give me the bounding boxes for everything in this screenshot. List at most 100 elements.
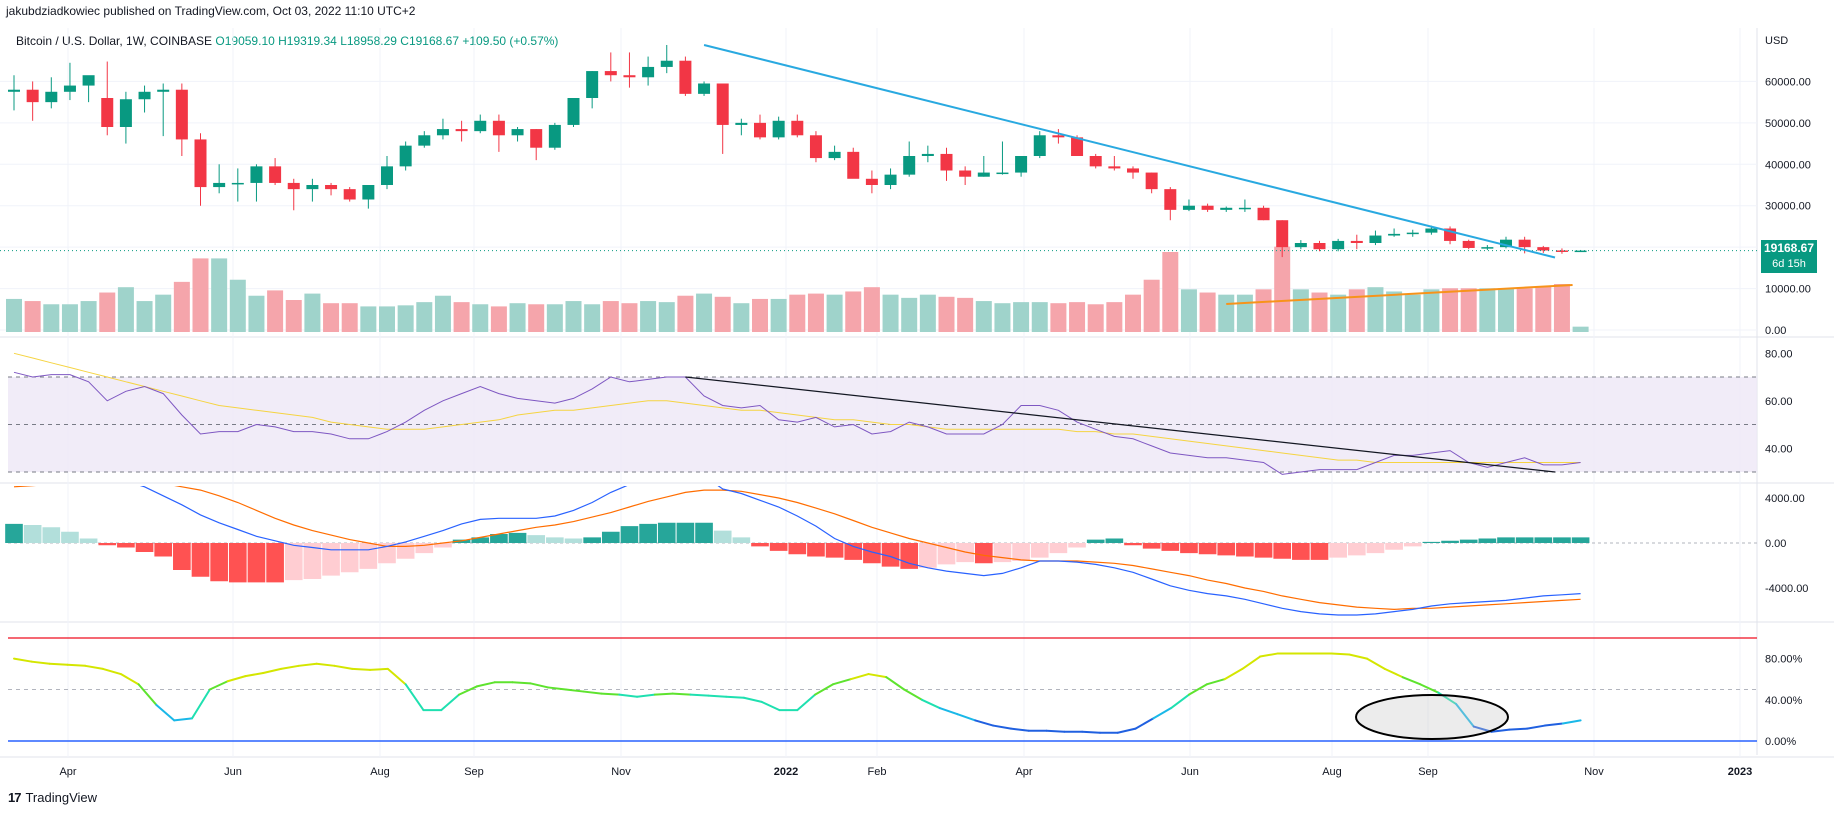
volume-bar	[80, 301, 97, 332]
candle-body	[306, 185, 319, 190]
last-price-tag: 19168.67 6d 15h	[1761, 240, 1817, 273]
time-tick-label: Jun	[224, 766, 242, 778]
macd-histogram-bar	[1254, 543, 1273, 558]
symbol-label[interactable]: Bitcoin / U.S. Dollar, 1W, COINBASE	[16, 34, 213, 48]
stoch-segment	[1009, 727, 1030, 732]
stoch-segment	[867, 673, 888, 679]
volume-bar	[1162, 252, 1179, 332]
volume-bar	[229, 279, 246, 332]
macd-histogram-bar	[508, 532, 527, 543]
time-tick-label: Apr	[1015, 766, 1032, 778]
candle-body	[287, 182, 300, 190]
volume-bar	[565, 301, 582, 332]
stoch-segment	[903, 688, 923, 701]
stoch-segment	[280, 664, 300, 670]
candle-body	[921, 153, 934, 156]
macd-histogram-bar	[1273, 543, 1292, 559]
stoch-segment	[1045, 729, 1066, 733]
macd-histogram-bar	[1347, 543, 1366, 556]
candle-body	[82, 75, 95, 86]
stoch-segment	[351, 667, 372, 671]
stoch-segment	[440, 693, 461, 712]
macd-histogram-bar	[378, 543, 396, 564]
candle-body	[119, 99, 132, 127]
macd-histogram-bar	[1068, 543, 1086, 548]
tradingview-brand[interactable]: 17 TradingView	[8, 790, 97, 805]
macd-histogram-bar	[1515, 537, 1534, 543]
stoch-segment	[1081, 730, 1101, 734]
macd-histogram-bar	[1403, 543, 1422, 547]
macd-histogram-bar	[1124, 543, 1142, 546]
macd-histogram-bar	[1497, 537, 1515, 543]
macd-histogram-bar	[863, 543, 881, 564]
stoch-segment	[992, 724, 1012, 730]
candle-body	[698, 83, 711, 94]
macd-histogram-bar	[881, 543, 900, 567]
candle-body	[660, 60, 673, 67]
macd-histogram-bar	[1310, 543, 1329, 560]
volume-bar	[1218, 294, 1235, 332]
macd-histogram-bar	[769, 543, 788, 551]
candle-body	[26, 89, 39, 103]
time-tick-label: Jun	[1181, 766, 1199, 778]
volume-bar	[1423, 289, 1440, 332]
stoch-segment	[66, 663, 87, 667]
volume-bar	[584, 304, 601, 332]
macd-histogram-bar	[61, 531, 79, 543]
stoch-segment	[173, 717, 194, 722]
candle-body	[1015, 156, 1028, 173]
macd-tick-label: 0.00	[1765, 538, 1786, 550]
stoch-segment	[1170, 693, 1190, 710]
volume-bar	[341, 303, 358, 332]
stoch-segment	[1419, 683, 1440, 694]
stoch-segment	[102, 667, 122, 676]
stoch-segment	[1348, 653, 1368, 660]
volume-bar	[472, 304, 489, 332]
volume-bar	[1348, 289, 1365, 332]
stoch-segment	[1383, 667, 1404, 679]
volume-bar	[1013, 302, 1030, 332]
stoch-segment	[369, 667, 389, 671]
stoch-segment	[831, 678, 852, 686]
high-value: H19319.34	[278, 34, 337, 48]
stoch-segment	[653, 692, 674, 696]
stoch-segment	[191, 688, 211, 720]
candle-body	[1145, 172, 1158, 190]
candle-body	[940, 153, 953, 171]
stoch-segment	[297, 662, 318, 667]
stoch-segment	[796, 693, 817, 712]
volume-bar	[826, 294, 843, 332]
time-tick-label: Nov	[611, 766, 631, 778]
macd-histogram-bar	[807, 543, 825, 557]
macd-histogram-bar	[527, 535, 546, 543]
open-value: O19059.10	[215, 34, 275, 48]
macd-histogram-bar	[1161, 543, 1180, 551]
volume-bar	[323, 303, 340, 332]
volume-bar	[845, 291, 862, 332]
macd-histogram-bar	[639, 523, 657, 543]
candle-body	[1313, 243, 1326, 250]
stoch-segment	[1187, 683, 1208, 696]
volume-trendline	[1226, 284, 1573, 305]
candle-body	[1071, 137, 1084, 156]
volume-bar	[1274, 246, 1291, 332]
volume-bar	[1516, 288, 1533, 332]
macd-histogram-bar	[1385, 543, 1403, 550]
rsi-trendline	[685, 376, 1556, 473]
volume-bar	[285, 300, 302, 332]
candle-body	[586, 71, 599, 98]
candle-body	[1406, 232, 1419, 235]
stoch-segment	[1561, 719, 1582, 725]
macd-histogram-bar	[825, 543, 844, 558]
time-tick-label: Aug	[1322, 766, 1342, 778]
stoch-segment	[84, 664, 105, 670]
price-tick-label: 30000.00	[1765, 201, 1811, 213]
candle-body	[1220, 207, 1233, 210]
candle-body	[1127, 168, 1139, 173]
macd-histogram-bar	[1217, 543, 1236, 556]
macd-histogram-bar	[98, 543, 117, 546]
stoch-segment	[1223, 667, 1244, 681]
volume-bar	[173, 281, 190, 332]
volume-bar	[43, 304, 60, 332]
